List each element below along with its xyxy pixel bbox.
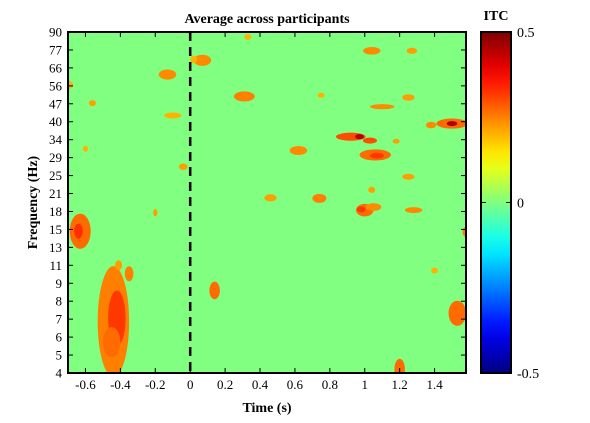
itc-cluster — [233, 91, 255, 102]
itc-cluster — [164, 112, 182, 119]
y-axis-label: Frequency (Hz) — [26, 155, 41, 249]
itc-cluster — [368, 186, 376, 193]
y-tick-label: 34 — [49, 132, 63, 147]
x-axis-label: Time (s) — [242, 401, 291, 416]
itc-cluster — [190, 55, 198, 64]
y-tick-label: 15 — [49, 222, 62, 237]
itc-cluster — [392, 138, 400, 144]
x-tick-label: 0.8 — [322, 377, 338, 392]
itc-cluster — [312, 193, 327, 203]
itc-cluster — [363, 137, 377, 144]
y-tick-label: 13 — [49, 240, 62, 255]
y-tick-label: 7 — [56, 312, 63, 327]
plot-frame — [67, 31, 467, 374]
itc-cluster — [448, 300, 466, 326]
colorbar-tick-label: 0 — [517, 197, 524, 212]
x-tick-label: -0.4 — [110, 377, 131, 392]
itc-cluster — [88, 100, 96, 107]
chart-title: Average across participants — [184, 12, 350, 27]
itc-cluster — [289, 145, 308, 156]
itc-cluster — [425, 121, 437, 129]
itc-cluster — [178, 163, 188, 171]
colorbar-ticks: 0.5 0 -0.5 — [481, 26, 539, 382]
itc-cluster — [124, 266, 134, 282]
colorbar-title: ITC — [484, 9, 509, 24]
x-axis: -0.6 -0.4 -0.2 0 0.2 0.4 0.6 0.8 1 1.2 1.4 — [75, 32, 443, 392]
itc-clusters — [68, 33, 466, 373]
x-tick-label: -0.6 — [75, 377, 96, 392]
heatmap-background — [68, 32, 466, 373]
itc-cluster — [102, 327, 121, 358]
x-tick-label: 0.6 — [287, 377, 304, 392]
x-tick-label: 0.4 — [252, 377, 269, 392]
itc-cluster — [365, 203, 382, 211]
y-tick-label: 56 — [49, 78, 63, 93]
y-tick-label: 6 — [56, 330, 63, 345]
itc-cluster — [402, 94, 415, 101]
y-tick-label: 25 — [49, 168, 62, 183]
itc-cluster — [355, 134, 364, 140]
itc-cluster — [394, 358, 405, 373]
itc-cluster — [68, 80, 74, 90]
x-tick-label: 0.2 — [217, 377, 233, 392]
y-tick-label: 66 — [49, 60, 63, 75]
itc-cluster — [363, 47, 381, 55]
y-tick-label: 21 — [49, 186, 62, 201]
itc-cluster — [406, 47, 418, 54]
itc-cluster — [244, 33, 252, 41]
colorbar-tick-label: 0.5 — [517, 26, 535, 41]
itc-cluster — [317, 92, 325, 98]
y-tick-label: 11 — [49, 258, 62, 273]
y-tick-label: 40 — [49, 114, 62, 129]
y-tick-label: 9 — [56, 276, 63, 291]
x-tick-label: 1.4 — [426, 377, 443, 392]
itc-cluster — [209, 281, 220, 300]
y-tick-label: 8 — [56, 294, 63, 309]
y-tick-label: 47 — [49, 96, 63, 111]
itc-cluster — [404, 207, 423, 214]
itc-cluster — [193, 54, 212, 66]
itc-cluster — [356, 206, 366, 213]
itc-cluster — [369, 104, 395, 110]
y-axis: 90 77 66 56 47 40 34 29 25 21 18 15 13 11 9 8 7 6 5 4 — [49, 25, 466, 381]
itc-cluster — [402, 173, 415, 180]
y-tick-label: 77 — [49, 42, 63, 57]
y-tick-label: 29 — [49, 150, 62, 165]
x-tick-label: -0.2 — [145, 377, 166, 392]
x-tick-label: 1 — [362, 377, 369, 392]
itc-cluster — [369, 152, 384, 159]
itc-cluster — [431, 267, 439, 274]
itc-cluster — [446, 121, 458, 127]
y-tick-label: 90 — [49, 25, 62, 40]
y-tick-label: 4 — [56, 366, 63, 381]
x-tick-label: 0 — [187, 377, 194, 392]
itc-cluster — [115, 260, 123, 271]
y-tick-label: 18 — [49, 204, 62, 219]
itc-cluster — [82, 145, 89, 152]
itc-cluster — [158, 69, 177, 80]
itc-cluster — [264, 194, 277, 202]
y-tick-label: 5 — [56, 348, 63, 363]
colorbar-tick-label: -0.5 — [517, 367, 539, 382]
x-tick-label: 1.2 — [392, 377, 408, 392]
itc-cluster — [74, 223, 83, 239]
itc-cluster — [153, 208, 158, 217]
